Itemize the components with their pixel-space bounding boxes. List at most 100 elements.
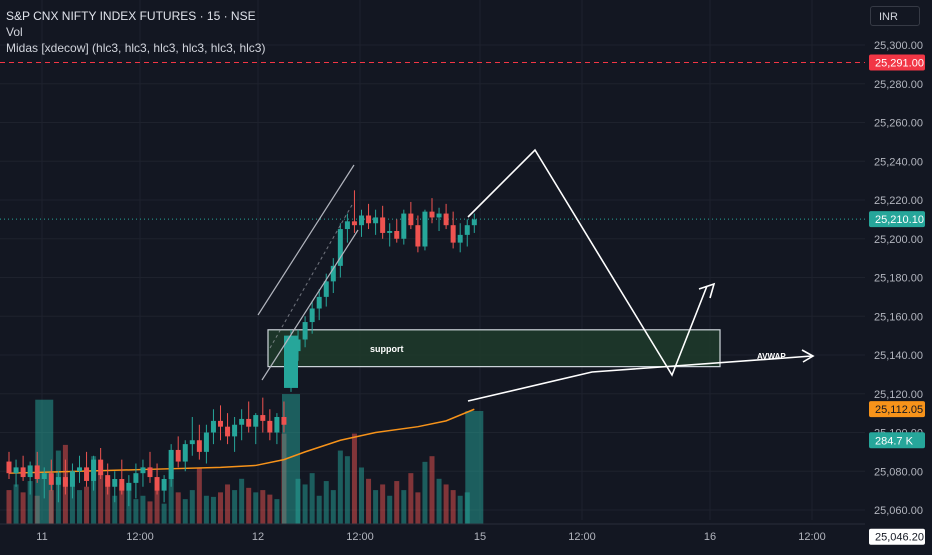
price-axis[interactable]: 25,300.0025,280.0025,260.0025,240.0025,2… <box>865 0 932 550</box>
symbol-title[interactable]: S&P CNX NIFTY INDEX FUTURES · 15 · NSE <box>6 9 256 23</box>
channel-lower-line <box>261 229 359 381</box>
candle <box>154 463 160 495</box>
candle <box>351 190 357 233</box>
candle <box>225 413 231 445</box>
volume-bar <box>239 478 245 524</box>
candle <box>394 219 400 243</box>
midas-price-badge-bg <box>869 401 925 418</box>
candle <box>126 475 132 507</box>
candle-body <box>471 219 477 226</box>
candle <box>274 413 280 445</box>
candle-body <box>284 335 298 388</box>
candle <box>175 436 181 468</box>
candle-body <box>175 449 181 462</box>
channel-upper-line <box>257 164 355 316</box>
candle <box>429 198 435 224</box>
volume-bar <box>133 499 139 524</box>
volume-bar <box>126 490 132 524</box>
volume-bar <box>175 492 181 524</box>
last-price-badge-bg <box>869 211 925 228</box>
candle-body <box>112 479 118 487</box>
candle <box>239 409 245 441</box>
volume-bar <box>282 394 300 524</box>
volume-bar <box>408 473 414 524</box>
avwap-arrowhead <box>801 349 815 363</box>
price-tick-label: 25,080.00 <box>874 466 923 478</box>
volume-bar <box>48 490 54 524</box>
volume-bar <box>140 495 146 524</box>
volume-badge: 284.7 K <box>875 435 914 447</box>
candle-body <box>394 231 400 239</box>
volume-bar <box>323 481 329 524</box>
candle <box>232 417 238 452</box>
time-axis[interactable]: 11 12:00 12 12:00 15 12:00 16 12:00 <box>0 523 865 543</box>
candle-body <box>443 213 449 226</box>
volume-bar <box>429 456 435 524</box>
price-tick-label: 25,140.00 <box>874 350 923 362</box>
candle-body <box>196 440 202 452</box>
candle-body <box>154 477 160 491</box>
candle-body <box>450 225 456 243</box>
volume-bar <box>6 490 12 524</box>
volume-bar <box>380 484 386 524</box>
volume-bar <box>218 492 223 524</box>
candle-body <box>239 418 245 425</box>
candle-body <box>260 415 266 421</box>
volume-bar <box>295 478 301 524</box>
volume-bar <box>260 490 266 524</box>
candle-body <box>274 417 280 433</box>
price-tick-label: 25,300.00 <box>874 40 923 52</box>
candle-body <box>203 432 209 452</box>
candle-body <box>182 444 188 462</box>
volume-bar <box>189 490 195 524</box>
candle <box>408 201 414 230</box>
candle-body <box>422 211 428 247</box>
candle-body <box>401 213 407 239</box>
candle <box>91 455 97 491</box>
time-tick-label: 12:00 <box>798 531 826 543</box>
candle-body <box>295 339 301 352</box>
time-tick-label: 12 <box>252 531 264 543</box>
volume-bar <box>337 450 343 524</box>
volume-bar <box>274 499 280 524</box>
candle <box>147 451 153 483</box>
candle <box>41 467 47 499</box>
time-tick-label: 16 <box>704 531 716 543</box>
price-tick-label: 25,200.00 <box>874 234 923 246</box>
candle <box>189 417 195 456</box>
midas-indicator-label[interactable]: Midas [xdecow] (hlc3, hlc3, hlc3, hlc3, … <box>6 41 266 55</box>
low-price-badge-bg <box>869 528 925 545</box>
candle <box>436 207 442 231</box>
candle-body <box>13 467 19 474</box>
candle <box>77 455 82 483</box>
candle <box>133 463 139 499</box>
candle-body <box>105 475 111 487</box>
price-tick-label: 25,160.00 <box>874 311 923 323</box>
candle <box>401 209 407 245</box>
volume-bar <box>182 499 188 524</box>
candle <box>366 203 372 230</box>
candle <box>330 258 336 293</box>
candle <box>203 424 209 464</box>
candle <box>84 451 90 487</box>
candle-body <box>302 322 308 340</box>
volume-bar <box>302 484 308 524</box>
candle-body <box>147 467 153 478</box>
grid-lines <box>0 0 865 520</box>
volume-bar <box>232 490 238 524</box>
candle <box>443 203 449 230</box>
volume-bar <box>154 490 160 524</box>
volume-bar <box>246 487 252 524</box>
support-zone[interactable]: support <box>267 329 721 368</box>
drawings[interactable]: AVWAP <box>257 148 815 402</box>
volume-indicator-label[interactable]: Vol <box>6 25 23 39</box>
candle-body <box>41 473 47 479</box>
candle-body <box>344 221 350 230</box>
candle-body <box>189 440 195 445</box>
time-tick-label: 11 <box>36 531 47 543</box>
time-tick-label: 12:00 <box>346 531 374 543</box>
candle <box>69 463 75 499</box>
volume-bar <box>415 492 421 524</box>
currency-button[interactable]: INR <box>870 6 920 26</box>
